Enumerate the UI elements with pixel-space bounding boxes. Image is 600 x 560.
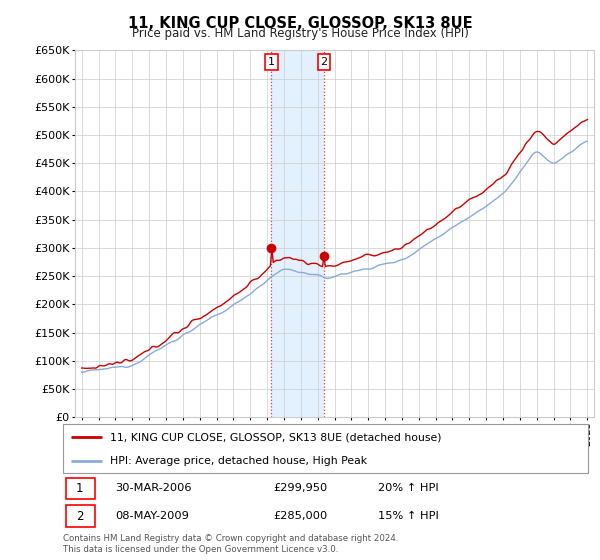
Text: 2: 2 [76,510,83,522]
Text: 11, KING CUP CLOSE, GLOSSOP, SK13 8UE (detached house): 11, KING CUP CLOSE, GLOSSOP, SK13 8UE (d… [110,432,442,442]
Text: 1: 1 [76,482,83,495]
Text: Price paid vs. HM Land Registry's House Price Index (HPI): Price paid vs. HM Land Registry's House … [131,27,469,40]
Bar [271,50,324,417]
Text: 2: 2 [320,57,328,67]
Text: £285,000: £285,000 [273,511,327,521]
FancyBboxPatch shape [63,424,588,473]
Text: 1: 1 [268,57,275,67]
Text: 08-MAY-2009: 08-MAY-2009 [115,511,190,521]
Text: 11, KING CUP CLOSE, GLOSSOP, SK13 8UE: 11, KING CUP CLOSE, GLOSSOP, SK13 8UE [128,16,472,31]
FancyBboxPatch shape [65,505,95,527]
Text: £299,950: £299,950 [273,483,327,493]
Text: HPI: Average price, detached house, High Peak: HPI: Average price, detached house, High… [110,456,367,466]
Text: 30-MAR-2006: 30-MAR-2006 [115,483,192,493]
Text: 20% ↑ HPI: 20% ↑ HPI [378,483,439,493]
Text: Contains HM Land Registry data © Crown copyright and database right 2024.
This d: Contains HM Land Registry data © Crown c… [63,534,398,554]
Text: 15% ↑ HPI: 15% ↑ HPI [378,511,439,521]
FancyBboxPatch shape [65,478,95,499]
